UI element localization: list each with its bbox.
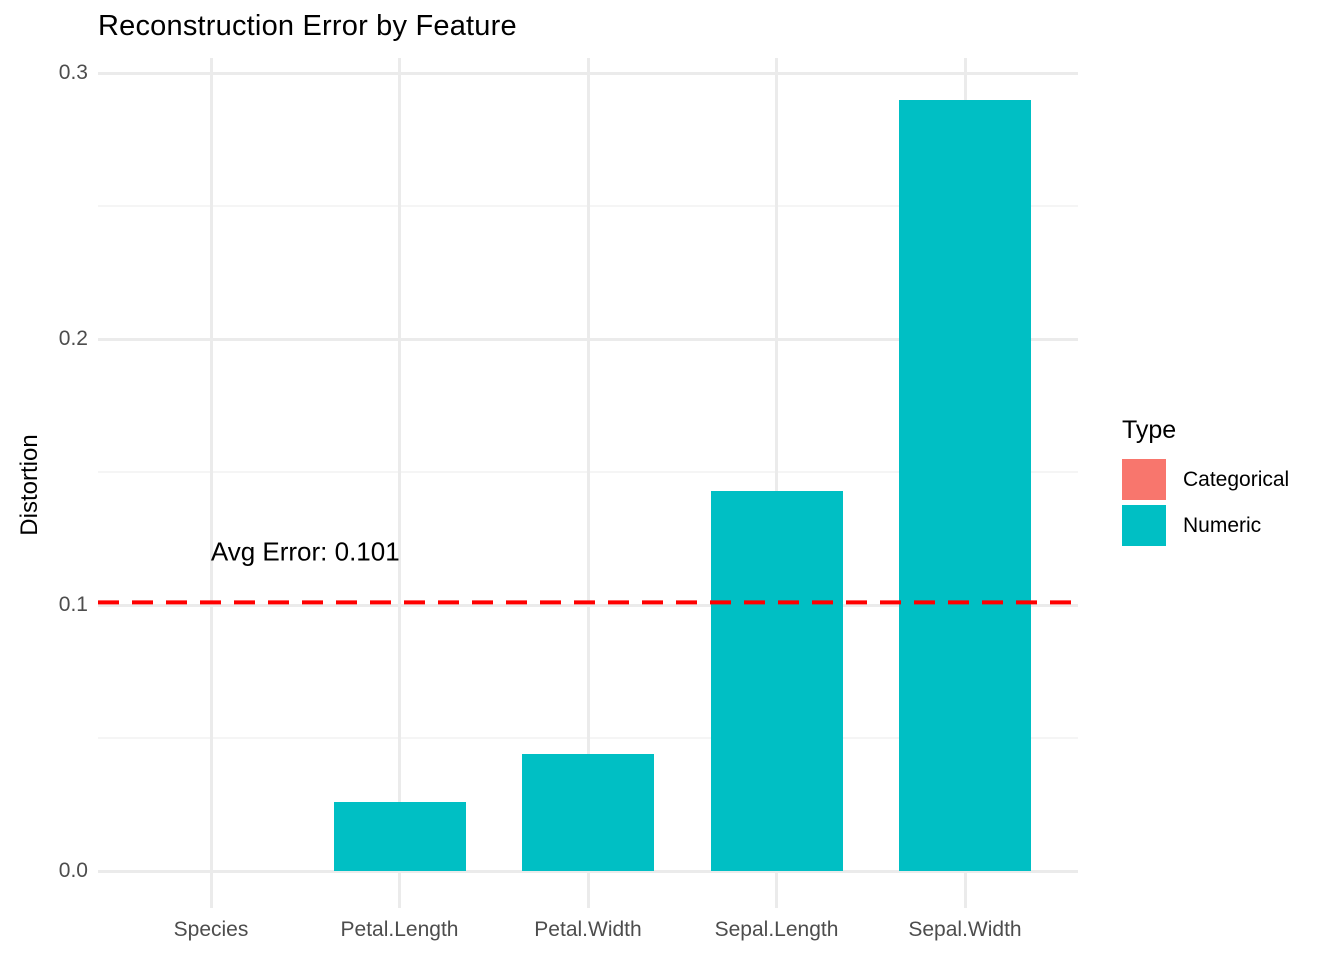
legend-item-categorical: Categorical xyxy=(1122,459,1289,500)
bar-petal-length xyxy=(333,801,466,871)
x-tick-label-sepal-width: Sepal.Width xyxy=(908,918,1022,941)
x-tick-label-petal-length: Petal.Length xyxy=(340,918,459,941)
legend-item-numeric: Numeric xyxy=(1122,505,1289,546)
y-tick-label-0.2: 0.2 xyxy=(58,327,88,350)
gridline-category-Petal.Length xyxy=(398,58,401,908)
bar-petal-width xyxy=(522,753,654,871)
y-tick-label-0.3: 0.3 xyxy=(58,61,88,84)
bar-sepal-width xyxy=(899,99,1031,871)
legend-label-numeric: Numeric xyxy=(1183,513,1262,537)
bar-sepal-length xyxy=(710,490,843,871)
y-axis-title: Distortion xyxy=(16,434,43,536)
y-tick-label-0.0: 0.0 xyxy=(58,859,88,882)
legend-swatch-numeric xyxy=(1122,505,1166,546)
avg-error-annotation: Avg Error: 0.101 xyxy=(210,536,400,567)
legend-label-categorical: Categorical xyxy=(1183,467,1290,491)
plot-panel: Avg Error: 0.101 xyxy=(98,58,1078,908)
gridline-category-Petal.Width xyxy=(586,58,590,908)
x-tick-label-species: Species xyxy=(173,918,249,941)
gridline-category-Sepal.Length xyxy=(775,58,778,908)
legend-title: Type xyxy=(1122,416,1177,444)
gridline-category-Species xyxy=(209,58,213,908)
y-tick-label-0.1: 0.1 xyxy=(58,593,88,616)
chart-title: Reconstruction Error by Feature xyxy=(98,10,517,42)
x-tick-label-petal-width: Petal.Width xyxy=(534,918,642,941)
legend: Type Categorical Numeric xyxy=(1122,416,1289,551)
legend-items: Categorical Numeric xyxy=(1122,459,1289,546)
legend-swatch-categorical xyxy=(1122,459,1166,500)
x-tick-label-sepal-length: Sepal.Length xyxy=(714,918,839,941)
